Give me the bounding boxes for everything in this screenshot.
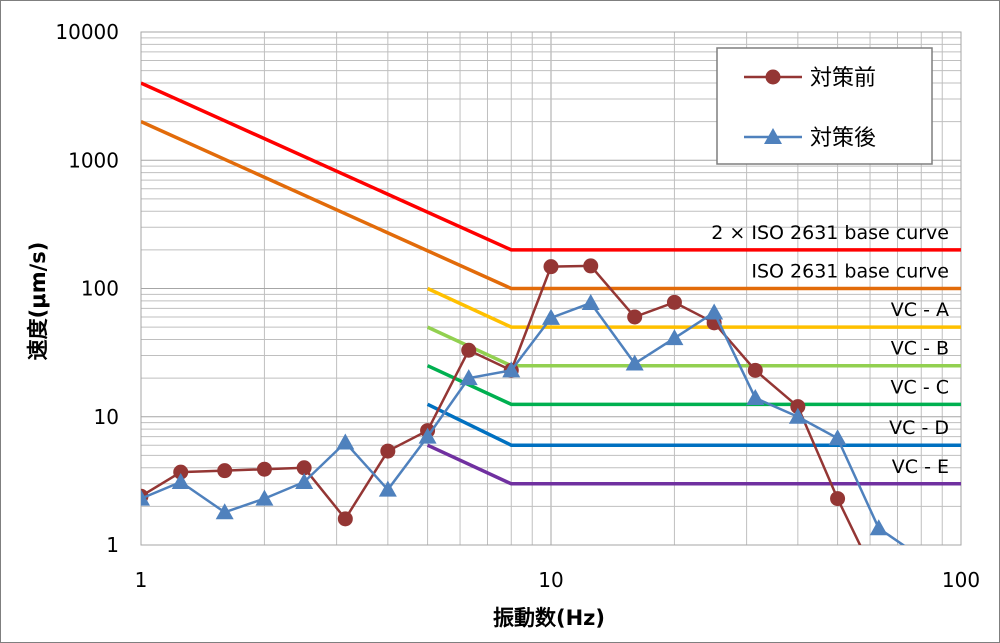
criteria-curve-label: VC - A	[891, 299, 949, 321]
criteria-curve-4	[426, 325, 961, 368]
series-1-point	[380, 443, 396, 459]
y-tick-label: 10	[94, 405, 119, 429]
series-2-point	[746, 389, 765, 406]
series-line-1	[141, 264, 862, 545]
criteria-curve-label: VC - E	[892, 456, 949, 478]
series-1-point	[747, 362, 763, 378]
series-1-point	[790, 399, 806, 415]
series-2-point	[581, 294, 600, 311]
criteria-curve-label: VC - C	[891, 376, 949, 398]
x-axis-title: 振動数(Hz)	[493, 606, 605, 630]
x-tick-label: 100	[942, 568, 980, 592]
x-tick-label: 10	[538, 568, 563, 592]
series-1-point	[583, 258, 599, 274]
series-1-point	[543, 259, 559, 275]
series-2-point	[625, 354, 644, 371]
y-tick-label: 10000	[55, 20, 119, 44]
series-1-point	[666, 294, 682, 310]
series-line-2	[141, 301, 906, 545]
criteria-curve-1	[141, 81, 961, 252]
criteria-curve-7	[426, 443, 961, 486]
series-1-point	[173, 464, 189, 480]
series-2-point	[141, 489, 150, 506]
criteria-curve-label: 2 × ISO 2631 base curve	[711, 222, 949, 244]
series-2-point	[705, 303, 724, 320]
series-2-point	[255, 489, 274, 506]
series-2-point	[378, 480, 397, 497]
series-1-point	[256, 461, 272, 477]
axis-layer: 1 10 100 1 10 100 1000 10000	[55, 20, 980, 592]
series-layer	[141, 258, 906, 545]
series-1-point	[217, 463, 233, 479]
y-tick-label: 1000	[68, 148, 119, 172]
series-1-point	[296, 460, 312, 476]
series-2-point	[295, 472, 314, 489]
legend-label-2: 対策後	[810, 126, 876, 151]
y-axis-title: 速度(μm/s)	[26, 242, 50, 361]
legend-label-1: 対策前	[810, 66, 876, 91]
series-2-point	[215, 503, 234, 520]
y-tick-label: 100	[81, 277, 119, 301]
series-1-point	[337, 511, 353, 527]
series-2-point	[171, 472, 190, 489]
series-1-point	[461, 342, 477, 358]
criteria-curve-label: VC - D	[889, 417, 949, 439]
criteria-curve-label: VC - B	[891, 338, 949, 360]
series-2-point	[542, 308, 560, 325]
labels-layer: 2 × ISO 2631 base curve ISO 2631 base cur…	[711, 222, 949, 478]
legend-marker-2	[764, 128, 782, 144]
series-2-point	[665, 329, 684, 346]
criteria-curve-6	[426, 402, 961, 447]
legend-box	[716, 47, 933, 165]
x-tick-label: 1	[135, 568, 148, 592]
criteria-curve-3	[426, 286, 961, 329]
series-2-point	[502, 361, 521, 378]
series-2-point	[869, 519, 888, 536]
criteria-curve-2	[141, 120, 961, 291]
y-tick-label: 1	[106, 533, 119, 557]
legend-marker-1	[765, 69, 781, 85]
series-2-point	[828, 429, 847, 446]
series-1-point	[830, 491, 846, 507]
series-2-point	[788, 407, 807, 424]
series-2-point	[336, 433, 355, 450]
series-1-point	[627, 309, 643, 325]
series-2-point	[418, 427, 437, 444]
criteria-curve-label: ISO 2631 base curve	[751, 261, 949, 283]
series-2-point	[459, 369, 478, 386]
